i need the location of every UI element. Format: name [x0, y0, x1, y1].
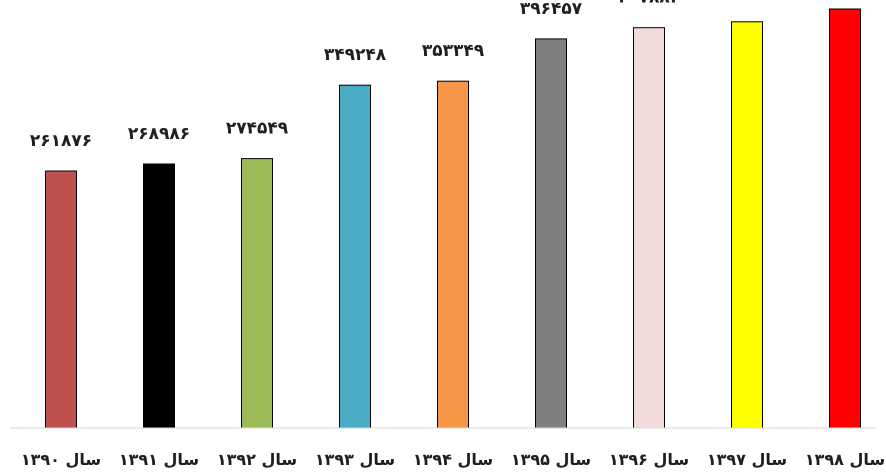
- data-label: ۲۶۸۹۸۶: [128, 124, 190, 144]
- bars-layer: [45, 8, 861, 429]
- bar: [437, 80, 469, 429]
- x-tick-label: سال ۱۳۹۱: [119, 450, 199, 469]
- x-tick-label: سال ۱۳۹۲: [217, 450, 297, 469]
- data-label: ۳۴۹۲۴۸: [324, 45, 387, 65]
- data-label: ۲۷۴۵۴۹: [226, 119, 289, 139]
- value-labels-layer: ۲۶۱۸۷۶ ۲۶۸۹۸۶ ۲۷۴۵۴۹ ۳۴۹۲۴۸ ۳۵۳۳۴۹ ۳۹۶۴۵۷ ۴۰۷۸…: [30, 0, 779, 151]
- bar: [339, 84, 371, 429]
- bar: [241, 158, 273, 429]
- x-tick-label: سال ۱۳۹۳: [315, 450, 395, 469]
- data-label: ۲۶۱۸۷۶: [30, 131, 92, 151]
- x-tick-label: سال ۱۳۹۰: [21, 450, 101, 469]
- bar: [731, 21, 763, 429]
- bar: [143, 163, 175, 429]
- data-label: ۴۰۷۸۸۴: [618, 0, 680, 8]
- bar: [829, 8, 861, 429]
- data-label: ۳۵۳۳۴۹: [422, 41, 485, 61]
- x-tick-label: سال ۱۳۹۸: [805, 450, 885, 469]
- data-label: ۴۱۳۹۲۹: [716, 0, 779, 2]
- x-tick-label: سال ۱۳۹۷: [707, 450, 787, 469]
- bar: [45, 170, 77, 429]
- x-tick-label: سال ۱۳۹۴: [413, 450, 493, 469]
- bar: [535, 38, 567, 429]
- x-tick-label: سال ۱۳۹۵: [511, 450, 591, 469]
- x-tick-label: سال ۱۳۹۶: [609, 450, 689, 469]
- category-labels-layer: سال ۱۳۹۰ سال ۱۳۹۱ سال ۱۳۹۲ سال ۱۳۹۳ سال ۱۳۹۴…: [21, 450, 885, 469]
- data-label: ۳۹۶۴۵۷: [520, 0, 583, 19]
- bar: [633, 27, 665, 429]
